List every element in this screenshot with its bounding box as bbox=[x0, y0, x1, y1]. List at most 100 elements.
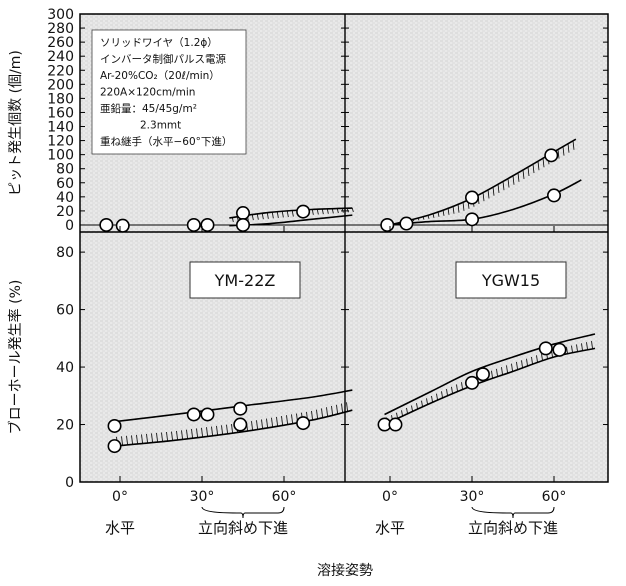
data-point bbox=[236, 206, 251, 221]
hatch-mark bbox=[166, 431, 168, 442]
hatch-mark bbox=[482, 192, 485, 202]
hatch-mark bbox=[521, 360, 523, 369]
hatch-mark bbox=[276, 211, 279, 218]
hatch-mark bbox=[281, 416, 283, 426]
hatch-mark bbox=[211, 426, 213, 436]
hatch-mark bbox=[316, 209, 319, 215]
hatch-mark bbox=[416, 403, 418, 410]
hatch-mark bbox=[286, 211, 289, 218]
y-tick-label: 200 bbox=[47, 77, 74, 93]
x-tick-label: 60° bbox=[272, 489, 297, 505]
annotation-line: 220A×120cm/min bbox=[100, 87, 195, 99]
hatch-mark bbox=[141, 434, 143, 444]
hatch-mark bbox=[451, 386, 453, 394]
hatch-mark bbox=[351, 207, 354, 213]
annotation-line: 重ね継手（水平−60°下進） bbox=[100, 135, 232, 148]
data-point bbox=[236, 217, 251, 232]
y-tick-label: 20 bbox=[56, 418, 74, 434]
x-axis-label: 溶接姿勢 bbox=[317, 562, 373, 579]
data-points bbox=[99, 148, 567, 454]
hatch-mark bbox=[251, 214, 254, 221]
hatch-mark bbox=[271, 212, 274, 219]
y-axis-bottom: 0 20 40 60 80 bbox=[56, 245, 608, 491]
annotation-line: Ar-20%CO₂（20ℓ/min） bbox=[100, 70, 220, 82]
hatch-mark bbox=[427, 215, 430, 219]
hatch-mark bbox=[456, 384, 458, 392]
annotation-line: インバータ制御パルス電源 bbox=[100, 53, 226, 66]
hatch-mark bbox=[231, 217, 234, 223]
hatch-mark bbox=[532, 164, 535, 174]
data-point bbox=[233, 417, 248, 432]
y-tick-label: 280 bbox=[47, 21, 74, 37]
hatch-mark bbox=[336, 208, 339, 214]
hatch-mark bbox=[447, 207, 450, 215]
y-tick-label: 240 bbox=[47, 49, 74, 65]
annotation-line: ソリッドワイヤ（1.2ϕ） bbox=[100, 37, 218, 49]
hatch-mark bbox=[526, 358, 528, 367]
hatch-mark bbox=[216, 425, 218, 435]
hatch-mark bbox=[396, 412, 398, 419]
hatch-mark bbox=[136, 434, 138, 444]
hatch-mark bbox=[502, 181, 505, 191]
hatch-mark bbox=[426, 398, 428, 405]
hatch-mark bbox=[256, 214, 259, 220]
hatch-mark bbox=[291, 414, 293, 424]
hatch-mark bbox=[121, 436, 123, 446]
y-tick-label: 160 bbox=[47, 105, 74, 121]
hatch-mark bbox=[326, 407, 328, 417]
hatch-mark bbox=[507, 178, 510, 188]
y-tick-label: 40 bbox=[56, 360, 74, 376]
hatch-mark bbox=[517, 172, 520, 182]
hatch-mark bbox=[437, 211, 440, 217]
y-tick-label: 220 bbox=[47, 63, 74, 79]
hatch-mark bbox=[431, 395, 433, 403]
y-tick-label: 20 bbox=[56, 204, 74, 220]
y-axis-label-blowhole: ブローホール発生率 (%) bbox=[7, 280, 24, 435]
hatch-mark bbox=[422, 216, 425, 220]
hatch-mark bbox=[501, 367, 503, 376]
hatch-mark bbox=[457, 203, 460, 213]
hatch-mark bbox=[537, 161, 540, 171]
hatch-mark bbox=[541, 353, 543, 362]
hatch-mark bbox=[452, 205, 455, 214]
legend-box-ym22z: YM-22Z bbox=[189, 261, 301, 299]
data-point bbox=[552, 342, 567, 357]
x-tick-label: 0° bbox=[112, 489, 128, 505]
hatch-mark bbox=[281, 211, 284, 218]
hatch-mark bbox=[276, 416, 278, 426]
hatch-mark bbox=[346, 402, 348, 412]
y-tick-label: 60 bbox=[56, 176, 74, 192]
band-upper-curve bbox=[389, 138, 577, 226]
series-label-ym22z: YM-22Z bbox=[214, 271, 276, 290]
data-point bbox=[544, 148, 559, 163]
data-point bbox=[464, 375, 479, 390]
hatch-mark bbox=[562, 146, 565, 156]
hatch-mark bbox=[432, 213, 435, 218]
data-point bbox=[546, 188, 561, 203]
hatch-mark bbox=[512, 175, 515, 185]
hatch-mark bbox=[331, 208, 334, 214]
hatch-mark bbox=[506, 365, 508, 374]
y-tick-label: 60 bbox=[56, 303, 74, 319]
data-point bbox=[107, 418, 122, 433]
data-point bbox=[200, 407, 215, 422]
y-tick-label: 80 bbox=[56, 162, 74, 178]
hatch-mark bbox=[311, 209, 314, 215]
x-group-label: 水平 bbox=[105, 519, 135, 537]
conditions-annotation: ソリッドワイヤ（1.2ϕ） インバータ制御パルス電源 Ar-20%CO₂（20ℓ/m… bbox=[91, 29, 247, 155]
hatch-mark bbox=[336, 404, 338, 414]
x-group-label: 水平 bbox=[375, 519, 405, 537]
hatch-mark bbox=[326, 208, 329, 214]
hatch-mark bbox=[266, 418, 268, 428]
hatch-mark bbox=[421, 400, 423, 407]
data-point bbox=[99, 217, 114, 232]
data-point bbox=[388, 417, 403, 432]
hatch-mark bbox=[571, 345, 573, 354]
band-lower-curve bbox=[114, 409, 353, 447]
hatch-mark bbox=[567, 143, 570, 153]
x-tick-label: 30° bbox=[460, 489, 485, 505]
hatch-mark bbox=[446, 389, 448, 397]
hatch-mark bbox=[417, 217, 420, 221]
hatch-mark bbox=[256, 420, 258, 430]
y-tick-label: 40 bbox=[56, 190, 74, 206]
